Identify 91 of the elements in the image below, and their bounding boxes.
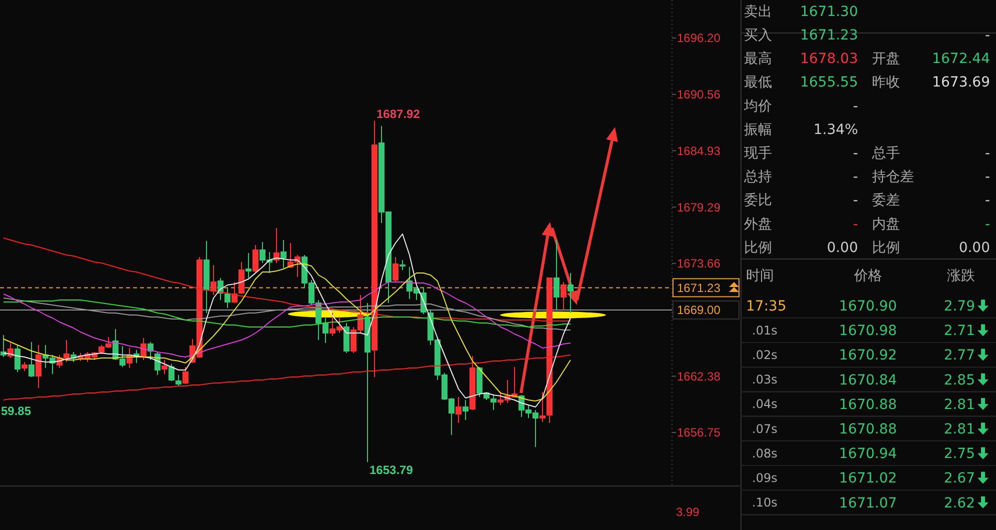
y-tick-label: 1662.38 — [677, 369, 721, 384]
text: 昨收 — [872, 74, 900, 91]
candlestick — [280, 240, 286, 268]
text: - — [852, 216, 858, 232]
text: - — [852, 169, 858, 186]
text: 振幅 — [744, 122, 772, 138]
annotation: 59.85 — [1, 404, 32, 418]
text: 内盘 — [872, 216, 900, 232]
text: 最高 — [744, 51, 772, 68]
text: .07s — [752, 422, 778, 436]
candlestick — [36, 344, 42, 388]
text: .10s — [752, 496, 778, 510]
text: - — [852, 192, 858, 209]
text: 1670.88 — [839, 422, 897, 438]
text: .08s — [752, 446, 778, 460]
text: 1670.94 — [839, 446, 898, 462]
text: 1671.02 — [839, 470, 897, 487]
text: 外盘 — [744, 216, 772, 232]
line-series — [3, 354, 571, 400]
text: 涨跌 — [947, 268, 975, 284]
y-tick-label: 1684.93 — [677, 144, 721, 158]
text: - — [984, 28, 990, 44]
text: 2.81 — [944, 422, 975, 438]
text: 2.71 — [944, 323, 975, 340]
text: 均价 — [743, 98, 772, 114]
text: 1670.92 — [839, 348, 897, 364]
text: 开盘 — [872, 51, 900, 68]
text: 2.75 — [944, 446, 975, 462]
text: .01s — [752, 323, 778, 338]
text: 1670.98 — [839, 323, 897, 340]
text: 1671.30 — [800, 4, 858, 20]
text: 卖出 — [744, 4, 772, 20]
text: - — [852, 146, 858, 162]
text: 总持 — [743, 169, 772, 186]
y-tick-label: 1679.29 — [677, 200, 721, 214]
ref-line-label: 1671.23 — [677, 280, 721, 295]
text: 持仓差 — [872, 169, 914, 186]
y-tick-label: 1690.56 — [677, 88, 721, 102]
text: .03s — [752, 372, 778, 387]
annotation: 1653.79 — [370, 463, 414, 478]
candlestick — [246, 252, 252, 278]
text: - — [984, 192, 990, 209]
text: 1670.90 — [839, 298, 897, 314]
text: 2.77 — [944, 348, 975, 364]
text: 1655.55 — [800, 74, 858, 91]
text: - — [852, 98, 858, 114]
text: 1670.84 — [839, 372, 898, 388]
text: 3.99 — [676, 505, 700, 519]
text: 1673.69 — [932, 74, 990, 91]
text: 2.67 — [944, 470, 975, 487]
candlestick — [204, 240, 210, 314]
text: 1670.88 — [839, 396, 897, 413]
text: .09s — [752, 471, 778, 485]
text: 1671.23 — [800, 28, 858, 44]
candlestick — [372, 120, 378, 378]
text: 总手 — [871, 146, 900, 162]
candlestick — [364, 302, 370, 463]
text: 买入 — [744, 28, 772, 44]
text: 2.79 — [944, 298, 975, 314]
text: 委差 — [872, 192, 900, 209]
text: 1678.03 — [800, 51, 858, 68]
text: 2.62 — [944, 495, 975, 512]
text: 比例 — [872, 240, 900, 256]
annotation: 1687.92 — [376, 106, 420, 121]
text: 1672.44 — [932, 51, 990, 68]
candlestick — [456, 396, 462, 424]
text: 1671.07 — [839, 495, 897, 512]
y-tick-label: 1673.66 — [677, 256, 721, 271]
text: 比例 — [744, 240, 772, 256]
text: 最低 — [744, 74, 772, 91]
text: 时间 — [746, 268, 774, 284]
text: 0.00 — [826, 240, 858, 256]
text: 价格 — [853, 268, 882, 284]
text: .02s — [752, 348, 778, 362]
text: .04s — [752, 397, 778, 412]
text: 2.85 — [944, 372, 975, 388]
text: 2.81 — [944, 396, 975, 413]
candlestick — [462, 400, 468, 420]
text: 1.34% — [814, 122, 858, 138]
text: 17:35 — [746, 298, 786, 314]
y-tick-label: 1696.20 — [677, 31, 721, 46]
y-tick-label: 1656.75 — [677, 426, 721, 440]
text: - — [984, 146, 990, 162]
text: 现手 — [744, 146, 772, 162]
ref-line-label: 1669.00 — [677, 303, 721, 318]
text: 0.00 — [958, 240, 990, 256]
candlestick — [554, 240, 560, 310]
text: - — [984, 169, 990, 186]
text: - — [984, 216, 990, 232]
candlestick — [568, 272, 574, 314]
text: 委比 — [744, 192, 772, 209]
